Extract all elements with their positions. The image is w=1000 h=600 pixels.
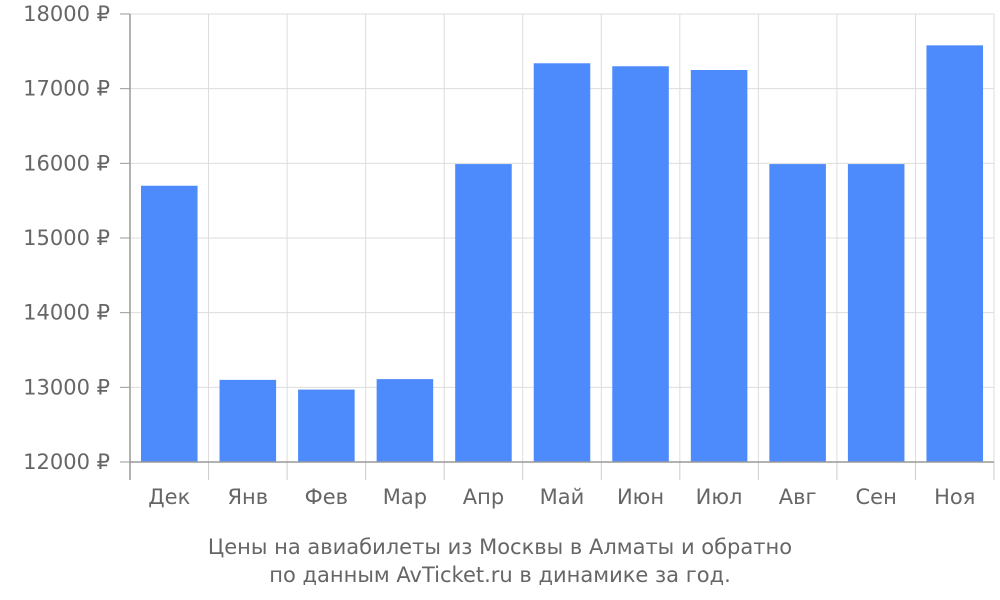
y-tick-label: 15000 ₽	[23, 226, 110, 250]
y-tick-label: 16000 ₽	[23, 151, 110, 175]
x-tick-label: Июн	[617, 485, 664, 509]
y-tick-label: 14000 ₽	[23, 301, 110, 325]
x-tick-label: Мар	[383, 485, 427, 509]
bar-8	[769, 164, 826, 462]
x-tick-labels: Дек Янв Фев Мар Апр Май Июн Июл Авг Сен Ноя	[148, 485, 975, 509]
axes	[120, 13, 995, 480]
bar-0	[140, 185, 198, 462]
bar-6	[612, 66, 669, 463]
bar-10	[926, 45, 984, 463]
x-tick-label: Ноя	[934, 485, 975, 509]
bar-9	[847, 164, 905, 462]
chart-caption-line-2: по данным AvTicket.ru в динамике за год.	[269, 563, 731, 587]
x-tick-label: Апр	[463, 485, 504, 509]
bar-7	[690, 70, 748, 462]
x-tick-label: Фев	[305, 485, 348, 509]
bars	[140, 45, 984, 463]
x-tick-label: Июл	[696, 485, 743, 509]
x-tick-label: Май	[540, 485, 585, 509]
y-tick-label: 18000 ₽	[23, 2, 110, 26]
y-tick-labels: 12000 ₽ 13000 ₽ 14000 ₽ 15000 ₽ 16000 ₽ 17000…	[23, 2, 110, 474]
x-tick-label: Сен	[856, 485, 897, 509]
bar-3	[376, 379, 434, 462]
chart-caption-line-1: Цены на авиабилеты из Москвы в Алматы и …	[207, 535, 793, 559]
bar-5	[533, 63, 591, 462]
y-tick-label: 12000 ₽	[23, 450, 110, 474]
x-tick-label: Дек	[148, 485, 190, 509]
bar-1	[219, 379, 277, 462]
x-tick-label: Янв	[227, 485, 268, 509]
bar-4	[455, 164, 512, 462]
x-tick-label: Авг	[779, 485, 817, 509]
bar-2	[298, 389, 355, 462]
y-tick-label: 17000 ₽	[23, 77, 110, 101]
bar-chart: 12000 ₽ 13000 ₽ 14000 ₽ 15000 ₽ 16000 ₽ 17000…	[23, 2, 995, 509]
y-tick-label: 13000 ₽	[23, 375, 110, 399]
